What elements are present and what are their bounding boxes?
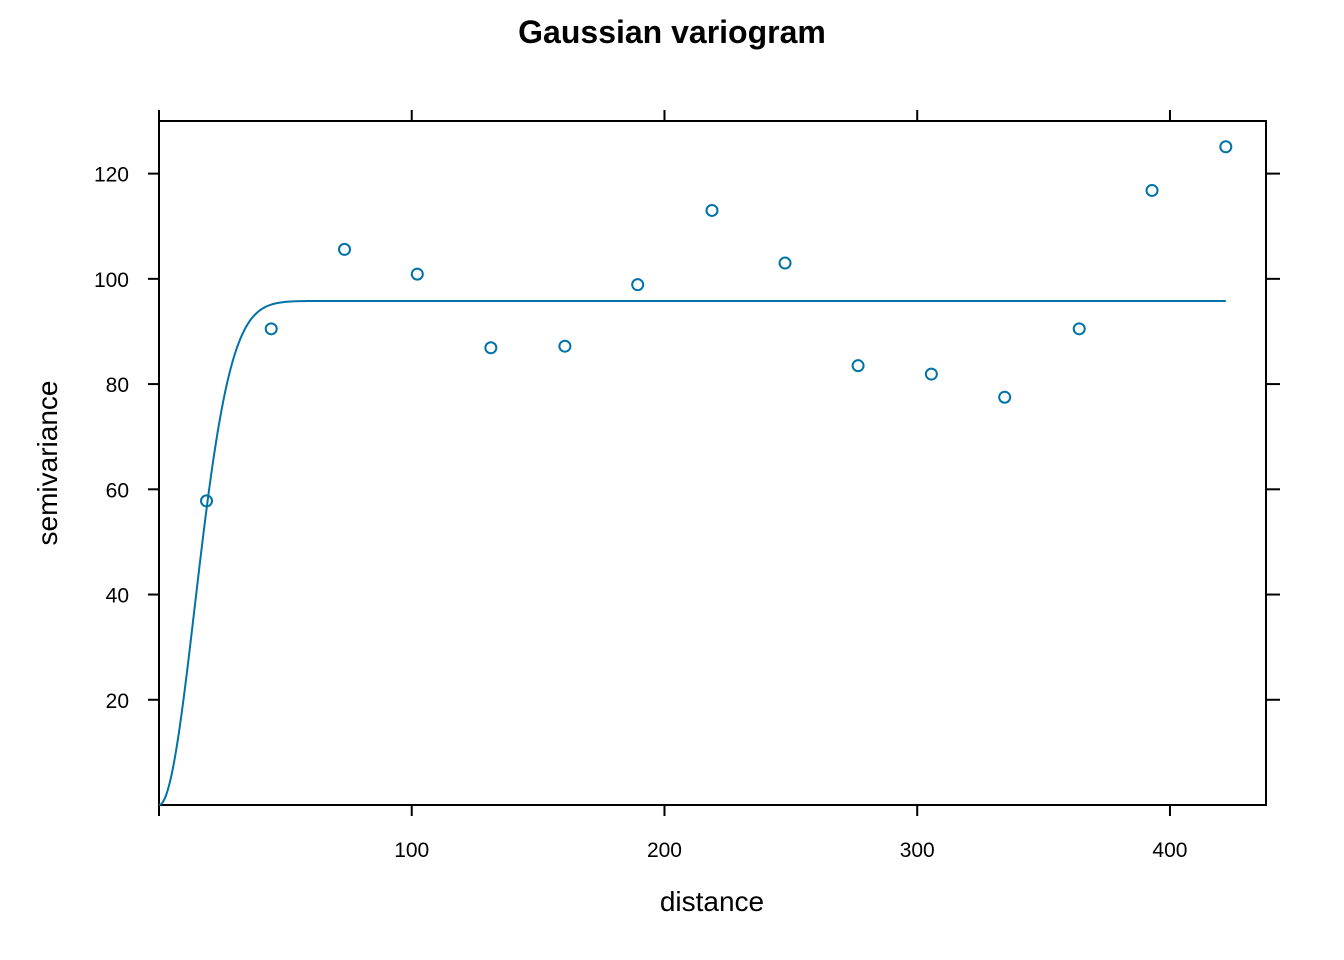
y-tick-label: 60 [106,479,129,502]
data-point [851,359,865,373]
data-point [200,494,214,508]
x-axis: 100 200 300 400 [158,110,1187,862]
x-tick-label: 200 [647,839,682,862]
plot-frame [158,120,1267,806]
data-point [778,256,792,270]
x-tick-label: 100 [394,839,429,862]
data-point [1072,322,1086,336]
data-point [558,339,572,353]
data-point [1145,183,1159,197]
data-point [484,341,498,355]
y-tick-label: 120 [94,164,129,187]
data-points [200,140,1233,508]
y-axis-label: semivariance [32,381,63,546]
x-axis-label: distance [660,886,764,917]
x-tick-label: 300 [900,839,935,862]
data-point [998,390,1012,404]
data-point [705,203,719,217]
fitted-model-line [158,299,1226,806]
y-axis: 20 40 60 80 100 120 [94,164,1280,713]
data-point [410,267,424,281]
y-tick-label: 20 [106,690,129,713]
y-tick-label: 100 [94,269,129,292]
data-point [338,242,352,256]
data-point [924,367,938,381]
data-point [1219,140,1233,154]
y-tick-label: 80 [106,374,129,397]
y-tick-label: 40 [106,585,129,608]
data-point [631,278,645,292]
chart-title: Gaussian variogram [518,14,826,50]
data-point [264,322,278,336]
x-tick-label: 400 [1152,839,1187,862]
